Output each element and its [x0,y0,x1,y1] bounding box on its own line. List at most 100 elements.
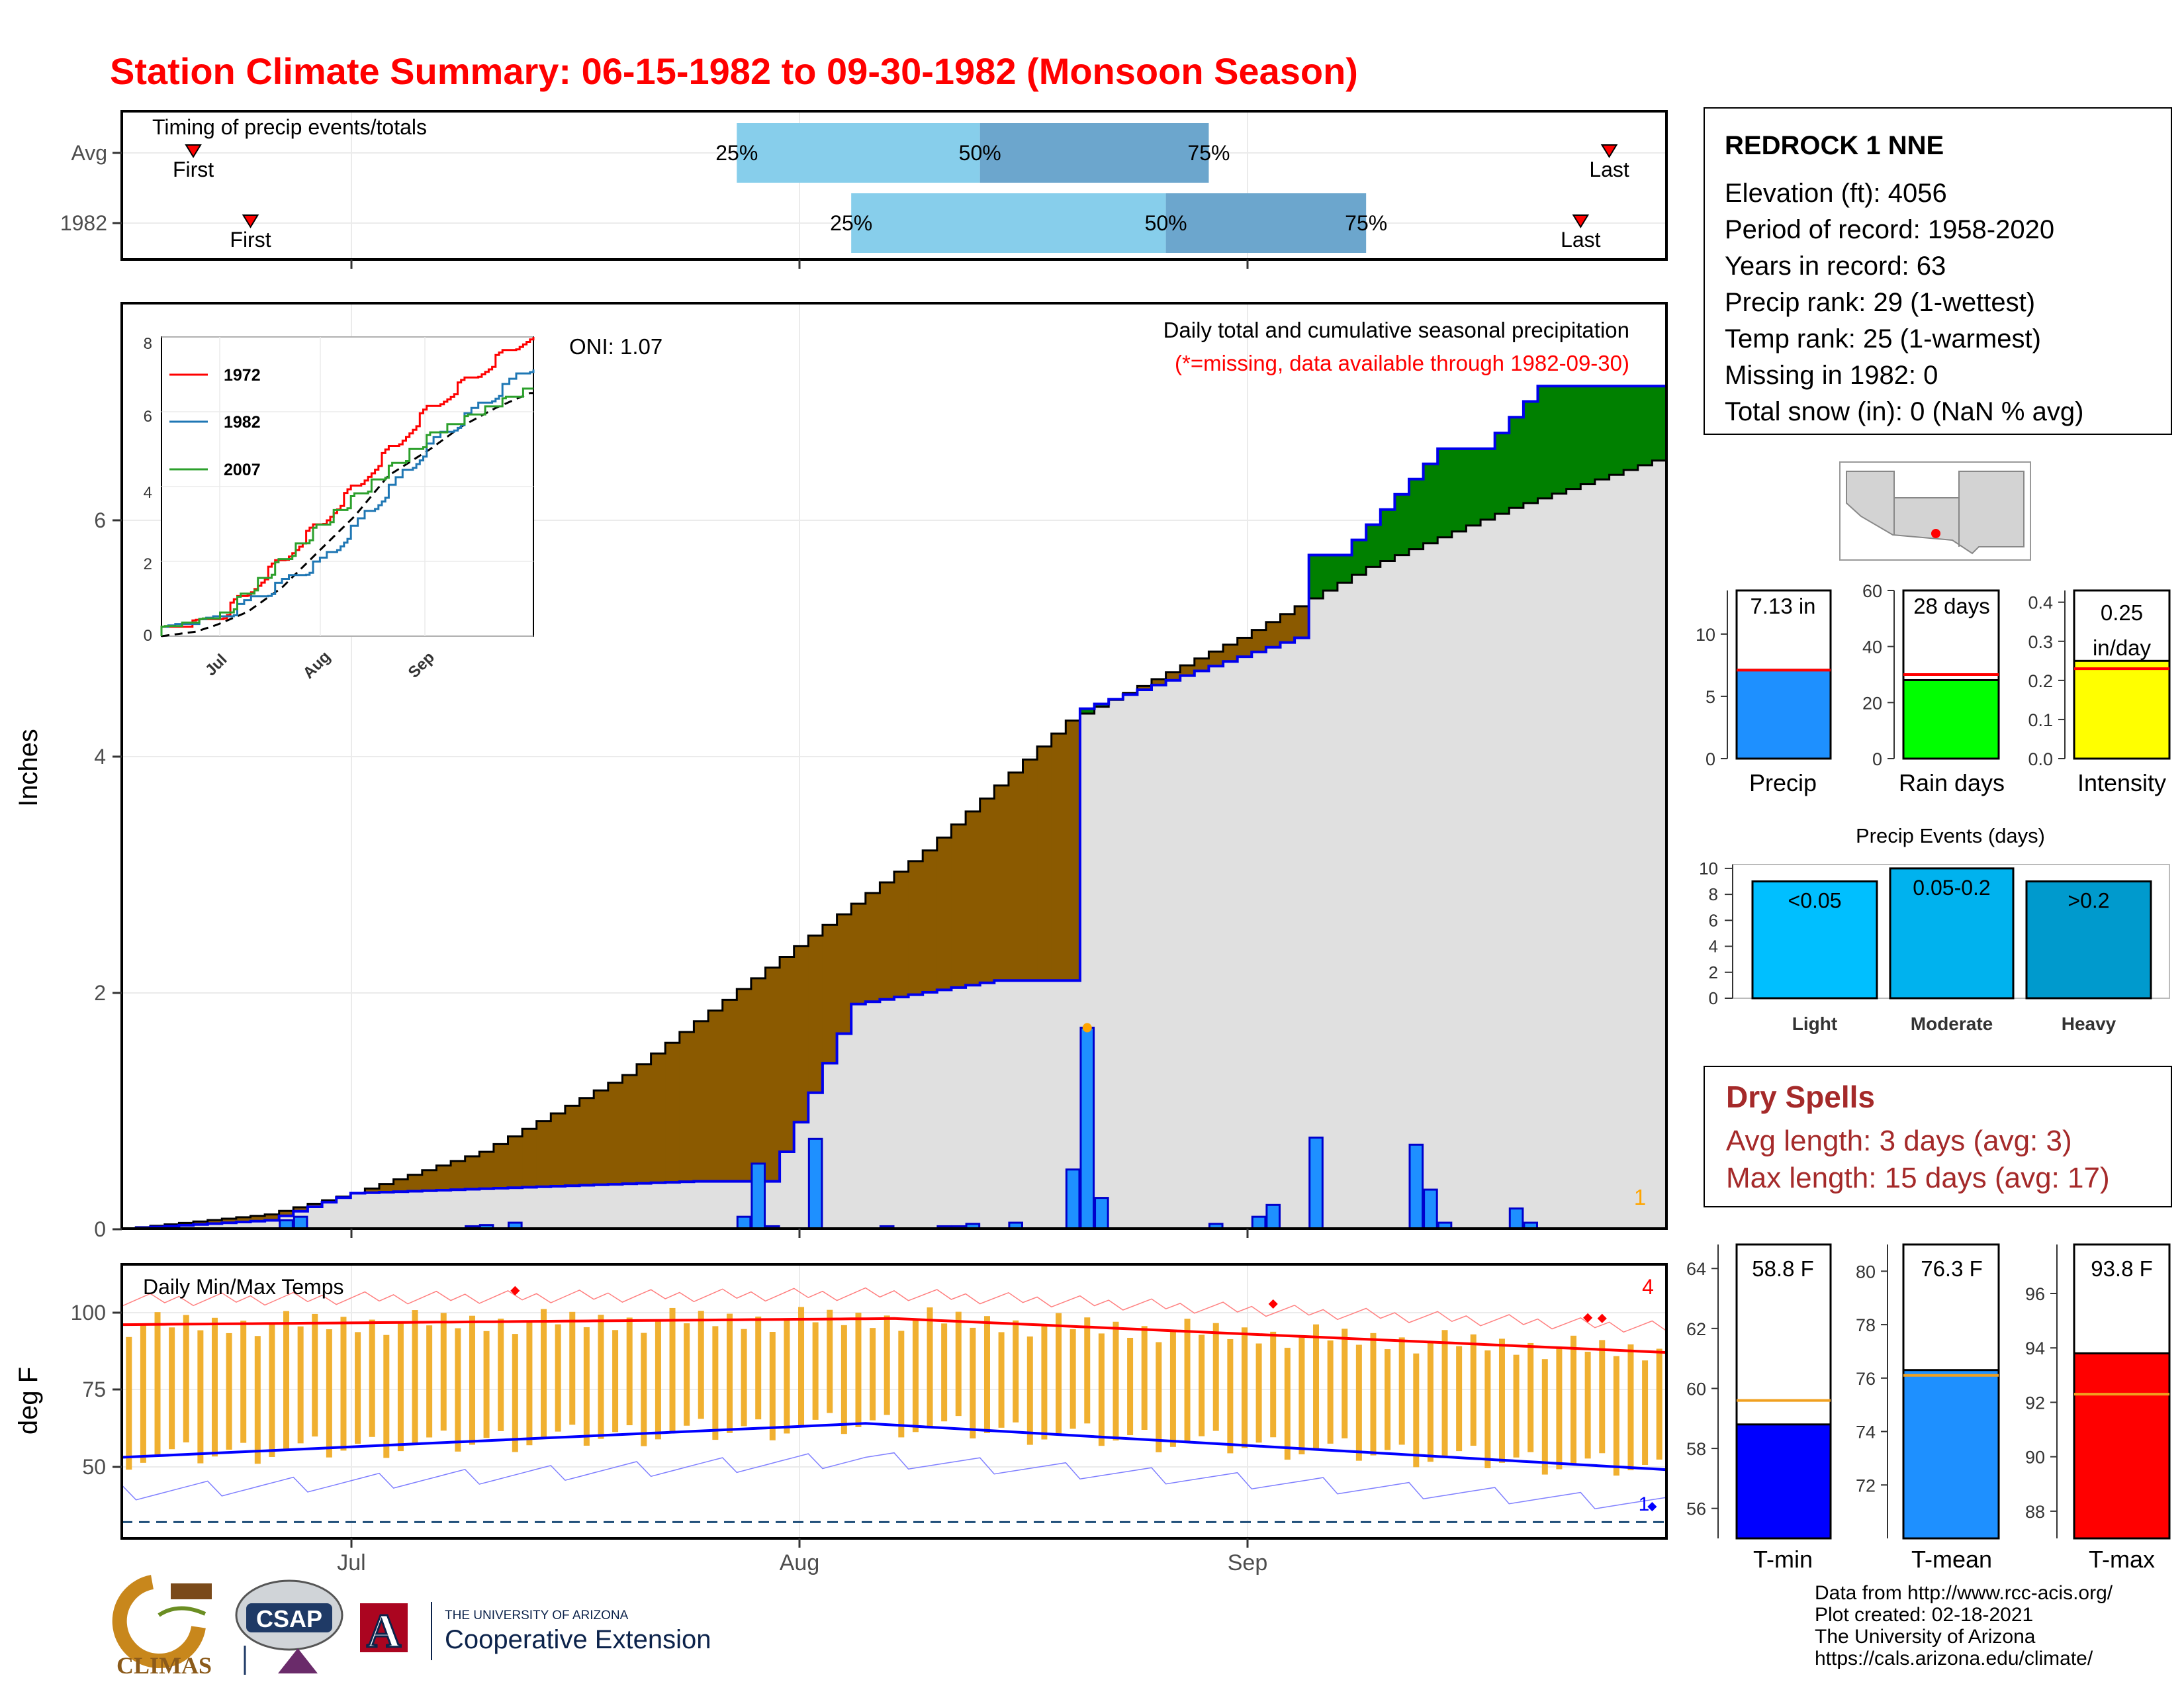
precip-deficit-area [236,1217,251,1223]
temp-xtick-jul: Jul [337,1550,365,1575]
ua-logo-line2: Cooperative Extension [445,1625,711,1654]
precip-deficit-area [837,914,852,1034]
daily-temp-bar [1084,1317,1091,1424]
precip-surplus-area [1509,417,1524,508]
daily-temp-bar [855,1313,862,1427]
precip-deficit-area [1295,606,1310,638]
daily-temp-bar [698,1311,704,1419]
station-period: Period of record: 1958-2020 [1725,215,2055,244]
events-chart: 0 2 4 6 8 10 <0.05 Light 0.05-0.2 Moderate >0.2 Hea… [1699,859,2170,1034]
precip-deficit-area [536,1121,551,1187]
precip-surplus-area [1494,433,1510,514]
precip-deficit-area [951,824,966,988]
daily-temp-bar [1413,1353,1420,1468]
precip-surplus-area [1637,386,1653,465]
footer-credits: Data from http://www.rcc-acis.org/ Plot … [1815,1582,2113,1669]
precip-deficit-area [207,1220,222,1224]
temp-ytick-100: 100 [71,1301,106,1325]
inset-legend-1972: 1972 [224,366,261,385]
daily-temp-bar [1541,1359,1548,1475]
precip-deficit-area [193,1221,208,1225]
temp-summary-tmean-ytick: 80 [1856,1262,1876,1282]
precip-deficit-area [651,1053,666,1183]
precip-deficit-area [493,1144,509,1189]
timing-bar-50-75 [979,123,1209,183]
daily-temp-bar [326,1329,332,1458]
daily-temp-bar [555,1324,561,1432]
daily-temp-bar [340,1317,347,1451]
timing-row-label-avg: Avg [71,141,107,165]
csap-logo: CSAP [235,1579,343,1675]
precip-deficit-area [1165,672,1181,680]
daily-temp-bar [369,1319,375,1437]
precip-deficit-area [1037,746,1052,981]
temp-summary-bars: 56 58 60 62 64 72 74 76 78 80 88 90 92 94 96 [1686,1243,2171,1540]
precip-deficit-area [307,1203,323,1207]
precip-deficit-area [222,1219,237,1223]
inset-line-1982 [160,369,535,636]
daily-temp-bar [655,1320,661,1440]
record-high-count: 4 [1642,1275,1654,1299]
daily-temp-bar [941,1323,948,1422]
precip-deficit-area [1152,679,1167,685]
daily-temp-bar [397,1322,404,1452]
temp-summary-tmin-bar [1735,1423,1832,1540]
precip-ytick-6: 6 [94,508,106,532]
precip-deficit-area [851,904,866,1004]
dry-spells-title: Dry Spells [1726,1080,1875,1114]
timing-first-marker [242,214,259,228]
precip-surplus-area [1652,386,1667,461]
daily-temp-bar [1013,1320,1019,1423]
precip-deficit-area [579,1098,594,1186]
events-bar-range-label: 0.05-0.2 [1913,876,1990,900]
daily-temp-bar [598,1315,604,1439]
precip-ytick-2: 2 [94,981,106,1005]
daily-precip-bar [293,1215,308,1230]
footer-university: The University of Arizona [1815,1626,2036,1648]
precip-deficit-area [637,1064,652,1184]
station-missing: Missing in 1982: 0 [1725,361,1938,390]
daily-temp-bar [1298,1336,1305,1455]
precip-deficit-area [379,1184,394,1192]
daily-temp-bar [741,1329,747,1427]
avg-cumulative-line [122,459,1666,1230]
temp-summary-tmax-ytick: 92 [2025,1393,2045,1413]
timing-p75-label: 75% [1187,141,1230,165]
daily-temp-bar [226,1333,232,1450]
precip-surplus-area [1566,386,1581,489]
inset-ytick-6: 6 [144,408,152,426]
summary-intensity-ytick: 0.3 [2028,632,2053,652]
timing-p75-label: 75% [1345,211,1387,235]
summary-raindays-ytick: 0 [1872,749,1882,769]
precip-deficit-area [908,861,923,995]
precip-deficit-area [679,1032,695,1182]
events-xtick-label: Light [1792,1013,1837,1034]
temp-summary-tmean-bar [1902,1369,2000,1540]
daily-temp-bar [240,1321,247,1443]
daily-temp-bar [955,1311,962,1417]
daily-temp-bar [912,1319,919,1432]
daily-temp-bar [126,1336,132,1470]
events-ytick: 10 [1699,859,1718,878]
events-title: Precip Events (days) [1856,824,2045,847]
timing-last-label: Last [1589,158,1629,181]
daily-precip-bar [736,1215,752,1230]
temp-xtick-aug: Aug [780,1550,820,1575]
record-low-line [121,1452,1667,1510]
daily-temp-bar [140,1324,146,1463]
events-ytick: 2 [1709,962,1718,982]
timing-bar-25-50 [737,123,980,183]
timing-label: Timing of precip events/totals [152,115,427,139]
daily-temp-bar [1113,1321,1119,1441]
timing-p50-label: 50% [959,141,1001,165]
daily-temp-bar [1141,1326,1148,1430]
summary-raindays-ytick: 60 [1862,581,1882,601]
station-info-panel: REDROCK 1 NNE Elevation (ft): 4056 Perio… [1704,107,2172,435]
station-precip-rank: Precip rank: 29 (1-wettest) [1725,288,2036,317]
daily-temp-bar [1599,1340,1606,1454]
daily-temp-bar [569,1311,576,1425]
daily-temp-bar [769,1332,776,1440]
daily-temp-bar [1470,1334,1477,1446]
precip-surplus-area [1308,555,1324,598]
daily-precip-bar [1308,1137,1324,1230]
